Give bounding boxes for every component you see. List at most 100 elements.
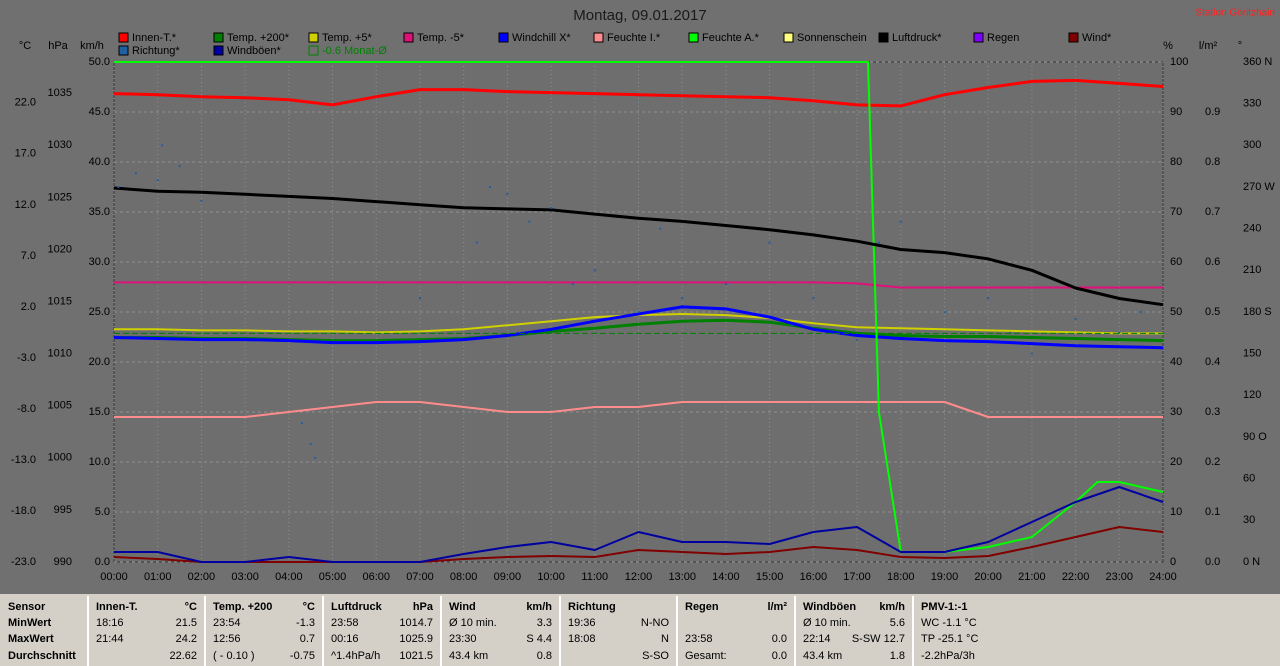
y-tick-label: 1015	[48, 295, 72, 307]
y-tick-label: 20.0	[89, 356, 110, 368]
x-tick-label: 10:00	[537, 571, 565, 583]
x-tick-label: 17:00	[843, 571, 871, 583]
legend-swatch	[118, 45, 129, 56]
y-tick-label: 270 W	[1243, 181, 1275, 193]
scatter-point	[943, 311, 946, 313]
table-cell: TP -25.1 °C	[921, 633, 978, 645]
y-tick-label: 25.0	[89, 306, 110, 318]
y-tick-label: 0.0	[95, 556, 110, 568]
y-tick-label: 70	[1170, 206, 1182, 218]
table-cell: 24.2	[176, 633, 197, 645]
legend-swatch	[308, 32, 319, 43]
y-tick-label: 7.0	[21, 250, 36, 262]
y-tick-label: 1030	[48, 139, 72, 151]
scatter-point	[134, 172, 137, 175]
y-tick-label: -18.0	[11, 505, 36, 517]
scatter-point	[856, 338, 859, 341]
table-cell: S-SW 12.7	[852, 633, 905, 645]
scatter-point	[1118, 331, 1121, 334]
y-tick-label: 30	[1170, 406, 1182, 418]
legend-label: Wind*	[1082, 32, 1112, 44]
legend-label: Sonnenschein	[797, 32, 867, 44]
table-cell: 18:08	[568, 633, 596, 645]
y-tick-label: 0.0	[1205, 556, 1220, 568]
table-cell: Wind	[449, 601, 476, 613]
table-cell: Richtung	[568, 601, 616, 613]
legend-label: Feuchte A.*	[702, 32, 760, 44]
legend-label: Luftdruck*	[892, 32, 942, 44]
legend-swatch	[498, 32, 509, 43]
y-tick-label: 12.0	[15, 199, 36, 211]
y-tick-label: 0.4	[1205, 356, 1220, 368]
scatter-point	[117, 186, 120, 188]
series-line	[114, 281, 1163, 289]
legend-swatch	[308, 45, 319, 56]
table-cell: °C	[303, 601, 315, 613]
table-cell: 12:56	[213, 633, 241, 645]
x-tick-label: 08:00	[450, 571, 478, 583]
scatter-point	[156, 179, 159, 182]
scatter-point	[812, 297, 815, 300]
y-tick-label: -8.0	[17, 403, 36, 415]
y-tick-label: 30.0	[89, 256, 110, 268]
table-cell: N-NO	[641, 617, 670, 629]
table-cell: Innen-T.	[96, 601, 138, 613]
x-tick-label: 03:00	[231, 571, 259, 583]
table-cell: 0.7	[300, 633, 315, 645]
legend-label: Feuchte I.*	[607, 32, 661, 44]
y-tick-label: 180 S	[1243, 306, 1272, 318]
table-cell: -2.2hPa/3h	[921, 650, 975, 662]
table-cell: 1.8	[890, 650, 905, 662]
table-cell: MaxWert	[8, 633, 54, 645]
y-tick-label: 35.0	[89, 206, 110, 218]
table-cell: 3.3	[537, 617, 552, 629]
y-tick-label: 0.7	[1205, 206, 1220, 218]
table-cell: 23:58	[685, 633, 713, 645]
y-tick-label: 0.5	[1205, 306, 1220, 318]
table-cell: ^1.4hPa/h	[331, 650, 380, 662]
table-cell: 21:44	[96, 633, 124, 645]
table-cell: km/h	[526, 601, 552, 613]
scatter-point	[550, 206, 553, 209]
x-tick-label: 02:00	[188, 571, 216, 583]
y-tick-label: 50.0	[89, 56, 110, 68]
x-tick-label: 14:00	[712, 571, 740, 583]
axis-label: hPa	[48, 40, 68, 52]
axis-label: °C	[19, 40, 31, 52]
y-tick-label: 990	[54, 556, 72, 568]
scatter-point	[724, 283, 727, 286]
y-tick-label: 40.0	[89, 156, 110, 168]
table-cell: 1025.9	[399, 633, 433, 645]
legend-label: Temp. +200*	[227, 32, 290, 44]
scatter-point	[161, 144, 164, 147]
y-tick-label: 45.0	[89, 106, 110, 118]
y-tick-label: 15.0	[89, 406, 110, 418]
legend-swatch	[878, 32, 889, 43]
table-cell: km/h	[879, 601, 905, 613]
y-tick-label: 20	[1170, 456, 1182, 468]
x-tick-label: 01:00	[144, 571, 172, 583]
y-tick-label: -23.0	[11, 556, 36, 568]
series-line	[114, 61, 1164, 553]
table-cell: S-SO	[642, 650, 669, 662]
x-tick-label: 23:00	[1106, 571, 1134, 583]
table-cell: 0.8	[537, 650, 552, 662]
y-tick-label: 10.0	[89, 456, 110, 468]
series-line	[113, 526, 1164, 563]
table-cell: Gesamt:	[685, 650, 727, 662]
y-tick-label: 40	[1170, 356, 1182, 368]
y-tick-label: 60	[1243, 473, 1255, 485]
series-line	[114, 401, 1163, 418]
scatter-point	[571, 283, 574, 286]
y-tick-label: 995	[54, 504, 72, 516]
y-tick-label: 90 O	[1243, 431, 1267, 443]
scatter-point	[681, 297, 684, 300]
table-cell: 23:54	[213, 617, 241, 629]
y-tick-label: 30	[1243, 514, 1255, 526]
x-tick-label: 15:00	[756, 571, 784, 583]
scatter-point	[899, 220, 902, 223]
y-tick-label: 90	[1170, 106, 1182, 118]
table-cell: -1.3	[296, 617, 315, 629]
y-tick-label: 1025	[48, 191, 72, 203]
